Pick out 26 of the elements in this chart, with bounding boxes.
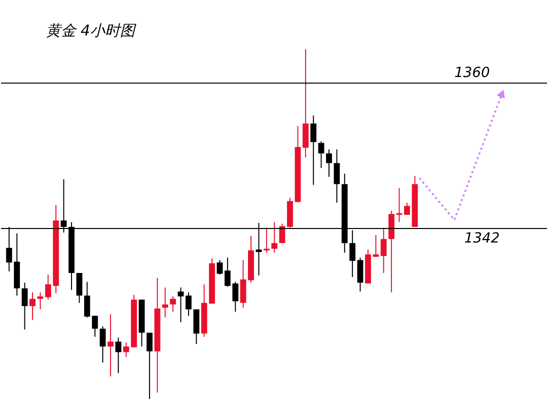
candlestick [264, 227, 270, 254]
candlestick [146, 332, 153, 400]
candlestick [318, 140, 324, 168]
candlestick [84, 281, 90, 318]
candlestick [22, 282, 28, 330]
candlestick [232, 281, 238, 312]
candlestick [123, 342, 130, 358]
candlestick [334, 148, 340, 204]
candlestick [240, 260, 246, 308]
candlestick [162, 287, 168, 318]
candlestick [186, 292, 192, 316]
candlestick [30, 292, 36, 320]
candlestick [170, 296, 176, 312]
candlestick [178, 287, 184, 323]
candlestick [404, 202, 410, 216]
candlestick [108, 314, 114, 377]
ref-line-label: 1342 [464, 230, 500, 246]
candlestick [326, 148, 332, 178]
candlestick [271, 222, 278, 254]
text: 黄金 4小时图 [46, 22, 138, 40]
candlestick [115, 337, 122, 374]
ref-line-label: 1360 [454, 65, 490, 82]
candlestick [76, 272, 82, 304]
candlestick [310, 114, 316, 186]
candlestick [100, 326, 106, 364]
candlestick [92, 315, 98, 338]
